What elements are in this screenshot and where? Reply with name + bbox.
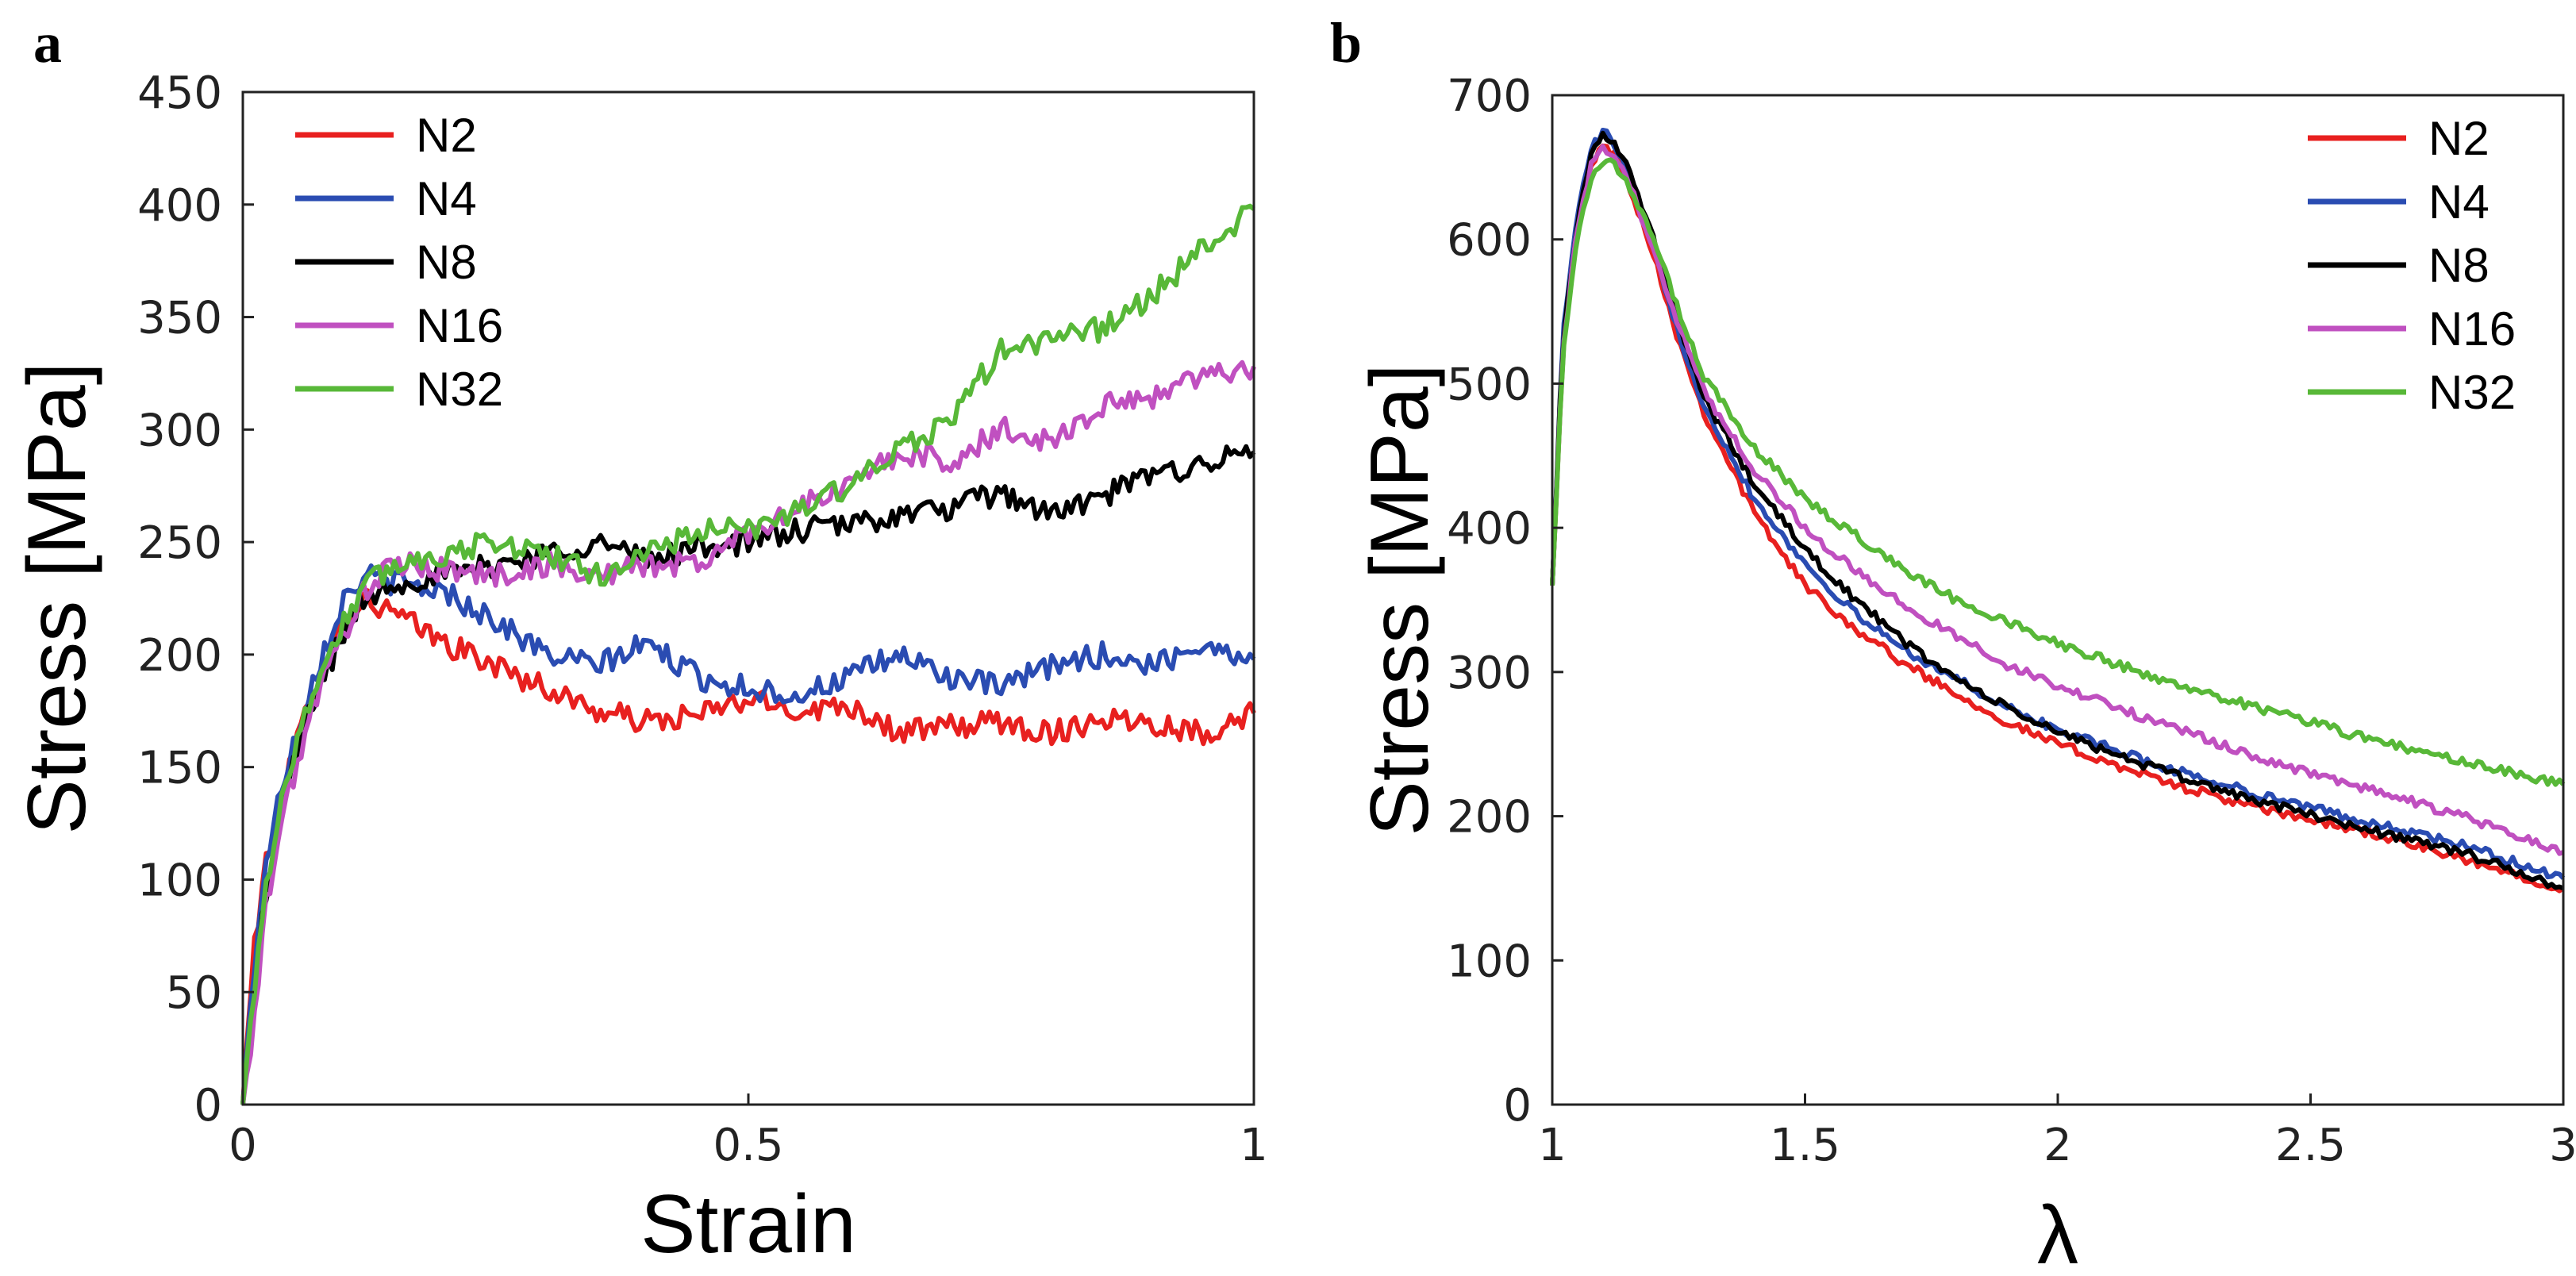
legend: N2 N4 N8 N16 N32: [295, 109, 503, 416]
y-axis-label: Stress [MPa]: [1354, 363, 1446, 836]
y-tick-label: 500: [1447, 359, 1532, 410]
y-tick-label: 0: [1503, 1080, 1532, 1132]
series-line-n16: [240, 359, 1256, 1105]
y-tick-label: 100: [1447, 936, 1532, 987]
x-tick-label: 2: [2043, 1120, 2072, 1171]
series-line-n32: [240, 203, 1255, 1105]
series-line-n16: [1550, 144, 2564, 856]
legend-label-n16: N16: [416, 299, 503, 352]
y-tick-label: 600: [1447, 215, 1532, 267]
x-axis-label: Strain: [640, 1178, 856, 1270]
x-tick-label: 1: [1240, 1120, 1268, 1171]
y-tick-label: 400: [1447, 503, 1532, 555]
series-line-n2: [240, 588, 1256, 1105]
y-tick-label: 350: [137, 293, 222, 344]
series-line-n8: [1550, 130, 2565, 891]
y-tick-label: 400: [137, 180, 222, 232]
legend-label-n2: N2: [2428, 112, 2489, 165]
legend-label-n16: N16: [2428, 302, 2516, 356]
legend: N2 N4 N8 N16 N32: [2308, 112, 2516, 419]
legend-label-n32: N32: [2428, 366, 2516, 419]
y-axis-label: Stress [MPa]: [11, 362, 103, 834]
x-tick-label: 2.5: [2275, 1120, 2346, 1171]
y-tick-label: 450: [137, 67, 222, 119]
legend-label-n32: N32: [416, 363, 503, 416]
y-tick-label: 50: [166, 967, 222, 1019]
series-line-n8: [240, 444, 1256, 1105]
chart-panel-b: 0 100 200 300 400 500 600 700 1 1.5 2 2.5 3 λ Stress […: [1330, 11, 2576, 1276]
y-tick-label: 300: [1447, 648, 1532, 699]
y-tick-label: 700: [1447, 71, 1532, 122]
series-line-n32: [1550, 157, 2566, 787]
chart-panel-a: 0 50 100 150 200 250 300 350 400 450 0 0.5 1 Strain St…: [11, 11, 1268, 1270]
y-tick-label: 150: [137, 743, 222, 794]
plot-frame: [241, 90, 1255, 1106]
x-tick-label: 0.5: [713, 1120, 783, 1171]
y-tick-label: 200: [1447, 792, 1532, 844]
series-line-n4: [1550, 128, 2566, 880]
legend-label-n8: N8: [416, 236, 477, 289]
y-tick-label: 200: [137, 630, 222, 682]
panel-label: a: [33, 11, 62, 75]
x-tick-label: 1.5: [1770, 1120, 1840, 1171]
legend-label-n4: N4: [416, 172, 477, 225]
legend-label-n4: N4: [2428, 175, 2489, 229]
series-line-n4: [240, 563, 1256, 1105]
x-tick-label: 0: [229, 1120, 257, 1171]
y-tick-label: 0: [194, 1080, 222, 1132]
y-tick-label: 300: [137, 405, 222, 456]
x-axis-label: λ: [2037, 1190, 2078, 1276]
series-line-n2: [1550, 143, 2565, 894]
x-tick-label: 3: [2549, 1120, 2576, 1171]
legend-label-n2: N2: [416, 109, 477, 162]
y-tick-label: 250: [137, 517, 222, 569]
legend-label-n8: N8: [2428, 239, 2489, 292]
y-tick-label: 100: [137, 855, 222, 906]
plot-frame: [1551, 94, 2565, 1106]
panel-label: b: [1330, 11, 1362, 75]
x-tick-label: 1: [1538, 1120, 1567, 1171]
